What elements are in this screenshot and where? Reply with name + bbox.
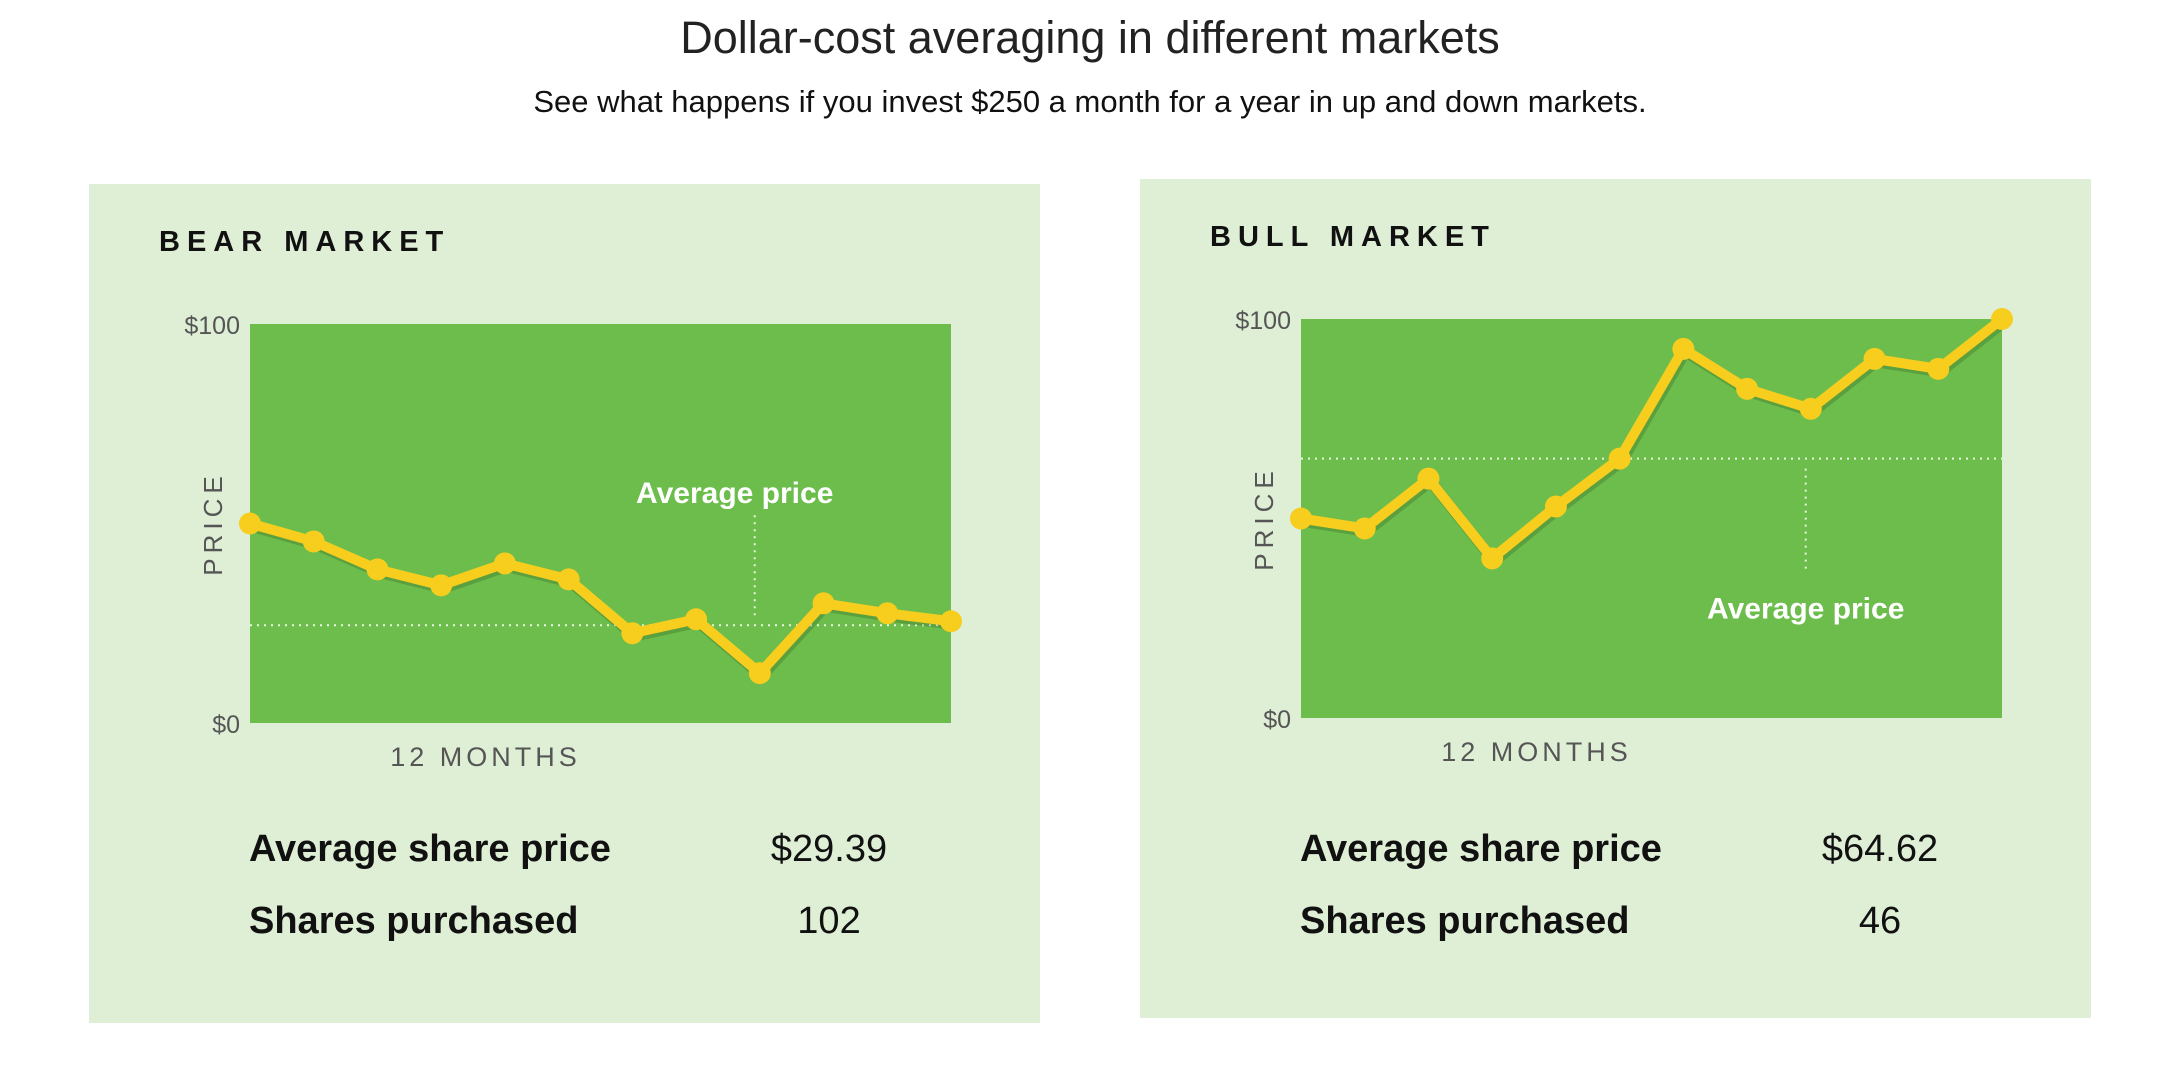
y-tick-label-min: $0 [1263,706,1291,734]
x-axis-label: 12 MONTHS [1441,737,1632,767]
plot-area [1301,319,2002,718]
y-axis-label: PRICE [1249,466,1279,570]
chart-subtitle: See what happens if you invest $250 a mo… [533,84,1647,119]
chart-title: Dollar-cost averaging in different marke… [680,12,1500,63]
bull-market-chart: $100 $0 PRICE 12 MONTHS Average price [1235,307,2013,767]
stat-label-shares: Shares purchased [1300,900,1630,942]
average-price-annotation: Average price [1707,593,1904,626]
bear-market-chart: $100 $0 PRICE 12 MONTHS Average price [184,312,962,772]
price-point [1672,337,1695,360]
panel-title: BEAR MARKET [159,226,451,258]
y-tick-label-max: $100 [1235,307,1291,335]
price-point [812,592,835,615]
price-point [1736,377,1759,400]
price-point [1417,467,1440,490]
price-point [1290,507,1312,530]
y-tick-label-max: $100 [184,312,240,340]
price-point [1863,347,1886,370]
y-tick-label-min: $0 [212,711,240,739]
price-point [1991,308,2013,330]
price-point [430,574,453,597]
price-point [302,530,325,553]
price-point [366,558,389,581]
stat-value-shares: 102 [797,900,861,942]
average-price-annotation: Average price [636,477,833,510]
price-point [940,610,962,633]
bull-market-panel: BULL MARKET $100 $0 PRICE 12 MONTHS Average … [1140,179,2091,1018]
panel-title: BULL MARKET [1210,221,1496,253]
price-point [1608,447,1631,470]
stat-label-average-price: Average share price [1300,828,1662,870]
plot-area [250,324,951,723]
x-axis-label: 12 MONTHS [390,742,581,772]
stat-value-average-price: $29.39 [770,828,888,870]
stat-label-average-price: Average share price [249,828,611,870]
stat-value-average-price: $64.62 [1821,828,1939,870]
stat-value-shares: 46 [1858,900,1902,942]
price-point [1544,495,1567,518]
price-point [876,602,899,625]
price-point [1353,517,1376,540]
price-point [748,662,771,685]
stat-label-shares: Shares purchased [249,900,579,942]
bear-market-panel: BEAR MARKET $100 $0 PRICE 12 MONTHS Average … [89,184,1040,1023]
price-point [1799,397,1822,420]
price-point [685,608,708,631]
price-point [239,512,261,535]
price-point [621,622,644,645]
price-point [1481,547,1504,570]
price-point [557,568,580,591]
y-axis-label: PRICE [198,471,228,575]
price-point [1927,357,1950,380]
price-point [493,552,516,575]
